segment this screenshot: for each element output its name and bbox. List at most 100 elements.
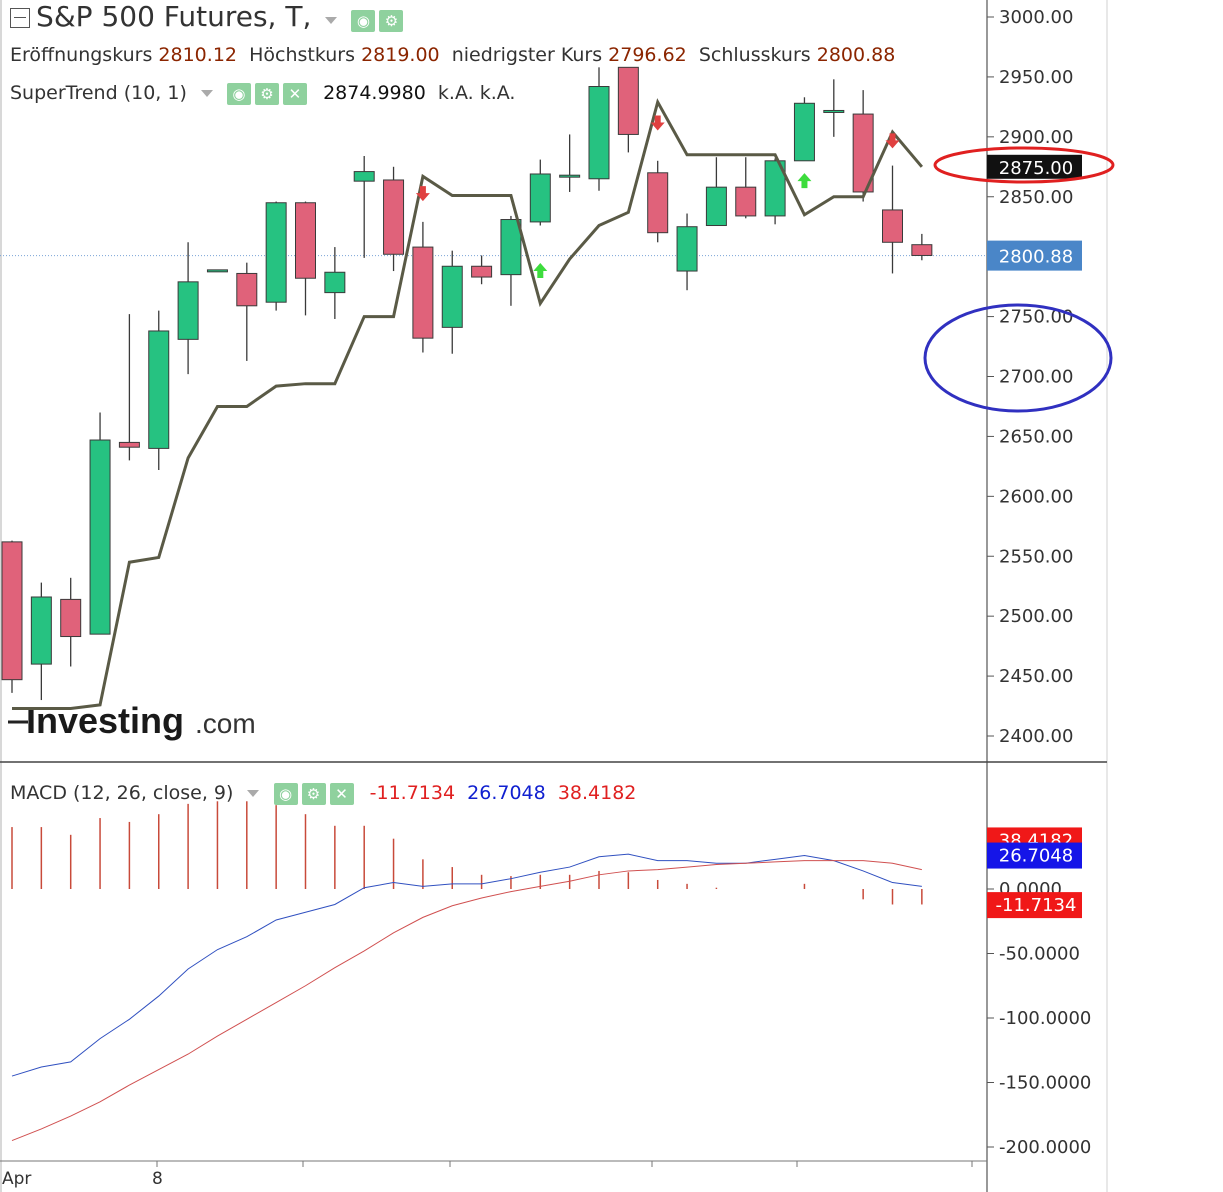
last-price-label: 2800.88 [987,240,1082,271]
candle-body [676,226,698,272]
candle-body [177,281,199,340]
candle [882,165,903,274]
supertrend-label: SuperTrend (10, 1) [10,82,187,104]
macd-label: MACD (12, 26, close, 9) [10,782,234,804]
ohlc-row: Eröffnungskurs 2810.12 Höchstkurs 2819.0… [10,44,895,66]
candle [735,157,757,219]
macd-tick-label: -150.0000 [999,1073,1091,1094]
candle-body [30,596,52,665]
candle-body [236,272,258,307]
arrow-down-icon [650,115,665,131]
marked-price-label: 2875.00 [987,154,1082,179]
close-icon[interactable]: ✕ [329,782,354,805]
candle [206,269,228,273]
close-value: 2800.88 [816,44,896,66]
price-tick-label: 2900.00 [999,127,1073,148]
svg-text:2800.88: 2800.88 [999,247,1073,268]
gear-icon[interactable]: ⚙ [301,782,326,805]
eye-icon[interactable]: ◉ [351,9,376,32]
candle [911,233,933,261]
candlestick-series [1,66,933,701]
chevron-down-icon[interactable] [325,17,338,24]
candle-body [441,265,463,328]
candle-body [559,174,581,178]
price-tick-label: 2400.00 [999,726,1073,747]
candle-body [324,271,346,294]
macd-v1: -11.7134 [369,782,456,804]
arrow-up-icon [797,173,812,189]
logo-brand: Investing [26,700,184,741]
candle [353,156,375,258]
candle [118,314,140,461]
candle [1,540,23,693]
arrow-down-icon [885,133,900,149]
investing-logo: Investing .com [8,700,256,741]
high-value: 2819.00 [361,44,440,66]
candle-body [793,102,815,162]
macd-v2: 26.7048 [467,782,546,804]
supertrend-line [12,98,923,710]
eye-icon[interactable]: ◉ [226,82,251,105]
supertrend-signals [415,115,900,279]
gear-icon[interactable]: ⚙ [254,82,279,105]
close-label: Schlusskurs [698,44,811,66]
candle-body [882,209,903,243]
collapse-icon[interactable] [10,7,30,28]
title-row: S&P 500 Futures, T, ◉ ⚙ [10,0,407,33]
candle [588,67,610,191]
candle-body [617,66,639,135]
candle [529,159,551,226]
candle [764,158,786,225]
macd-histogram [11,801,923,905]
price-tick-label: 2450.00 [999,666,1073,687]
candle-body [148,330,170,449]
close-icon[interactable]: ✕ [282,82,307,105]
macd-tick-label: -50.0000 [999,944,1080,965]
macd-value-label-text: 26.7048 [999,846,1073,867]
eye-icon[interactable]: ◉ [273,782,298,805]
time-axis: Apr 8 [2,1161,973,1189]
macd-tick-label: -200.0000 [999,1137,1091,1158]
price-tick-label: 2700.00 [999,367,1073,388]
candle-body [383,179,405,255]
price-tick-label: 2850.00 [999,187,1073,208]
candle-body [647,172,669,234]
logo-suffix: .com [195,708,256,739]
candle [295,201,316,316]
price-tick-label: 3000.00 [999,7,1073,28]
chevron-down-icon[interactable] [247,790,260,797]
supertrend-v3: k.A. [479,82,516,104]
low-label: niedrigster Kurs [451,44,603,66]
candle-body [529,173,551,223]
candle-body [353,171,375,182]
candle [177,242,199,375]
candle [852,90,874,202]
supertrend-value: 2874.9980 [323,82,426,104]
arrow-down-icon [415,186,430,202]
gear-icon[interactable]: ⚙ [379,9,404,32]
price-tick-label: 2750.00 [999,307,1073,328]
candle [383,166,405,272]
supertrend-row: SuperTrend (10, 1) ◉ ⚙ ✕ 2874.9980 k.A. k.… [10,82,515,105]
candle-body [852,113,874,193]
price-tick-label: 2650.00 [999,426,1073,447]
macd-tick-label: -100.0000 [999,1008,1091,1029]
macd-line [11,853,922,1077]
arrow-up-icon [533,263,548,279]
candle-body [735,186,757,217]
candle-body [823,109,845,113]
price-tick-label: 2950.00 [999,67,1073,88]
macd-value-label-text: -11.7134 [996,895,1077,916]
chevron-down-icon[interactable] [200,90,213,97]
macd-axis: 0.0000-50.0000-100.0000-150.0000-200.000… [987,879,1091,1158]
price-tick-label: 2550.00 [999,546,1073,567]
candle [676,213,698,291]
chart-title: S&P 500 Futures, T, [36,0,312,33]
candle-body [89,439,111,635]
candle [148,310,170,470]
candle-body [265,202,287,303]
candle [236,262,258,361]
candle [617,66,639,153]
